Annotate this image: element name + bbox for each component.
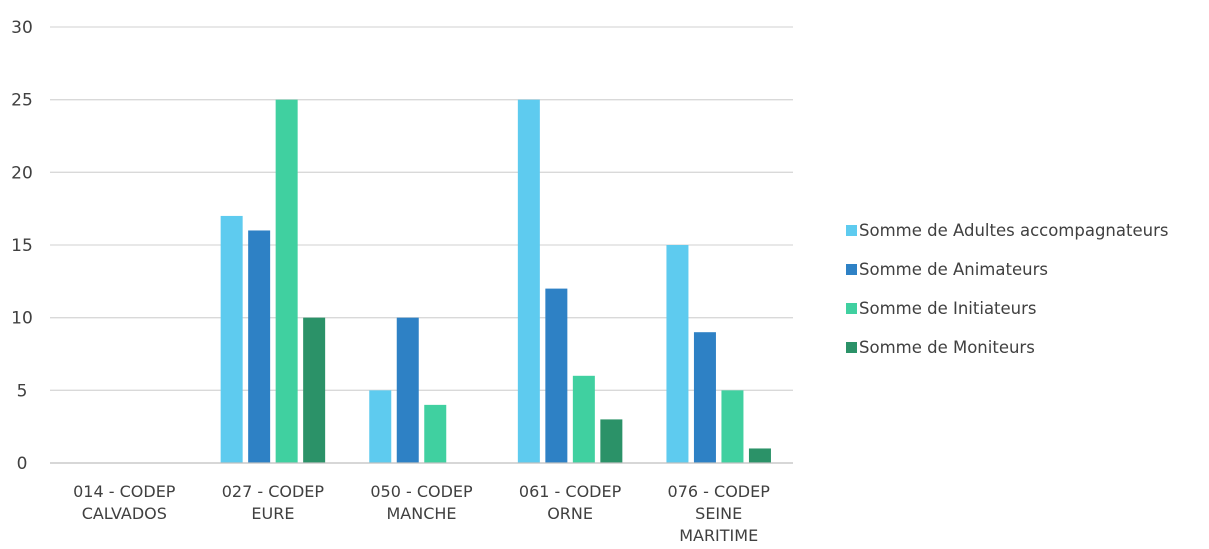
bar <box>424 404 447 463</box>
bars <box>220 99 771 464</box>
legend-swatch <box>846 264 857 275</box>
x-category-label: ORNE <box>547 504 593 523</box>
x-category-label: 050 - CODEP <box>370 482 473 501</box>
x-category-label: 061 - CODEP <box>519 482 622 501</box>
legend-swatch <box>846 303 857 314</box>
bar <box>220 215 243 463</box>
legend-swatch <box>846 225 857 236</box>
bar <box>545 288 568 463</box>
x-category-label: 076 - CODEP <box>668 482 771 501</box>
legend-swatch <box>846 342 857 353</box>
legend-label: Somme de Initiateurs <box>859 299 1037 318</box>
y-tick-label: 0 <box>17 454 28 474</box>
bar <box>721 390 744 463</box>
x-category-label: 014 - CODEP <box>73 482 176 501</box>
y-tick-label: 15 <box>11 236 33 256</box>
y-tick-label: 30 <box>11 18 33 38</box>
x-category-label: EURE <box>251 504 294 523</box>
bar <box>369 390 392 463</box>
x-category-label: MANCHE <box>386 504 456 523</box>
bar <box>600 419 623 463</box>
legend-item: Somme de Initiateurs <box>846 289 1168 328</box>
legend-label: Somme de Animateurs <box>859 260 1048 279</box>
x-category-label: CALVADOS <box>82 504 167 523</box>
bar <box>572 375 595 463</box>
y-tick-label: 5 <box>17 381 28 401</box>
bar <box>666 245 689 463</box>
y-axis-tick-labels: 0 5 10 15 20 25 30 <box>11 18 33 474</box>
x-axis-category-labels: 014 - CODEP CALVADOS 027 - CODEP EURE 050 - … <box>73 482 770 545</box>
bar <box>303 317 326 463</box>
bar <box>517 99 540 464</box>
legend-item: Somme de Adultes accompagnateurs <box>846 211 1168 250</box>
x-category-label: MARITIME <box>679 526 758 545</box>
x-category-label: SEINE <box>695 504 742 523</box>
bar <box>693 332 716 463</box>
y-tick-label: 20 <box>11 163 33 183</box>
bar <box>748 448 771 463</box>
bar <box>396 317 419 463</box>
y-tick-label: 10 <box>11 309 33 329</box>
bar <box>275 99 298 464</box>
legend-item: Somme de Animateurs <box>846 250 1168 289</box>
legend: Somme de Adultes accompagnateurs Somme de… <box>846 211 1168 367</box>
legend-label: Somme de Adultes accompagnateurs <box>859 221 1169 240</box>
y-tick-label: 25 <box>11 91 33 111</box>
bar <box>248 230 271 463</box>
legend-label: Somme de Moniteurs <box>859 338 1035 357</box>
legend-item: Somme de Moniteurs <box>846 328 1168 367</box>
x-category-label: 027 - CODEP <box>222 482 325 501</box>
